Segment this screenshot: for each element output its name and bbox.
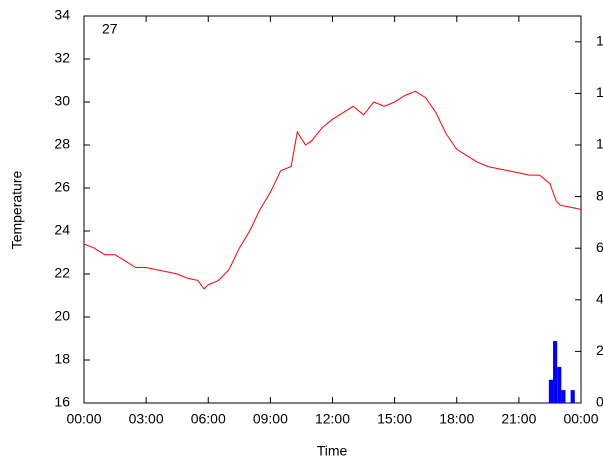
y-tick-label: 26 <box>54 179 70 195</box>
x-tick-label: 12:00 <box>315 411 350 427</box>
bar <box>561 390 566 403</box>
x-tick-label: 00:00 <box>66 411 101 427</box>
y2-tick-label: 12 <box>596 84 603 100</box>
y-tick-label: 34 <box>54 7 70 23</box>
y2-tick-label: 8 <box>596 187 603 203</box>
temperature-line <box>83 90 582 290</box>
y-axis-label: Temperature <box>9 170 25 249</box>
y-tick-label: 32 <box>54 50 70 66</box>
x-tick-label: 18:00 <box>439 411 474 427</box>
y2-tick-label: 2 <box>596 342 603 358</box>
annotation: 27 <box>102 21 118 37</box>
y-tick-label: 20 <box>54 308 70 324</box>
y-tick-label: 16 <box>54 394 70 410</box>
y2-tick-label: 4 <box>596 291 603 307</box>
x-tick-label: 21:00 <box>501 411 536 427</box>
x-axis-label: Time <box>317 443 348 459</box>
x-tick-label: 03:00 <box>129 411 164 427</box>
bar <box>553 341 558 403</box>
x-tick-label: 06:00 <box>191 411 226 427</box>
y2-tick-label: 0 <box>596 394 603 410</box>
y2-tick-label: 10 <box>596 136 603 152</box>
y-tick-label: 30 <box>54 93 70 109</box>
y-tick-label: 24 <box>54 222 70 238</box>
y-tick-label: 18 <box>54 351 70 367</box>
x-tick-label: 15:00 <box>377 411 412 427</box>
x-tick-label: 09:00 <box>253 411 288 427</box>
bar <box>570 390 575 403</box>
y-tick-label: 22 <box>54 265 70 281</box>
y2-tick-label: 14 <box>596 33 603 49</box>
plot-frame <box>83 15 582 404</box>
bar <box>548 379 554 403</box>
x-tick-label: 00:00 <box>563 411 598 427</box>
bar <box>557 366 562 403</box>
y2-tick-label: 6 <box>596 239 603 255</box>
y-tick-label: 28 <box>54 136 70 152</box>
